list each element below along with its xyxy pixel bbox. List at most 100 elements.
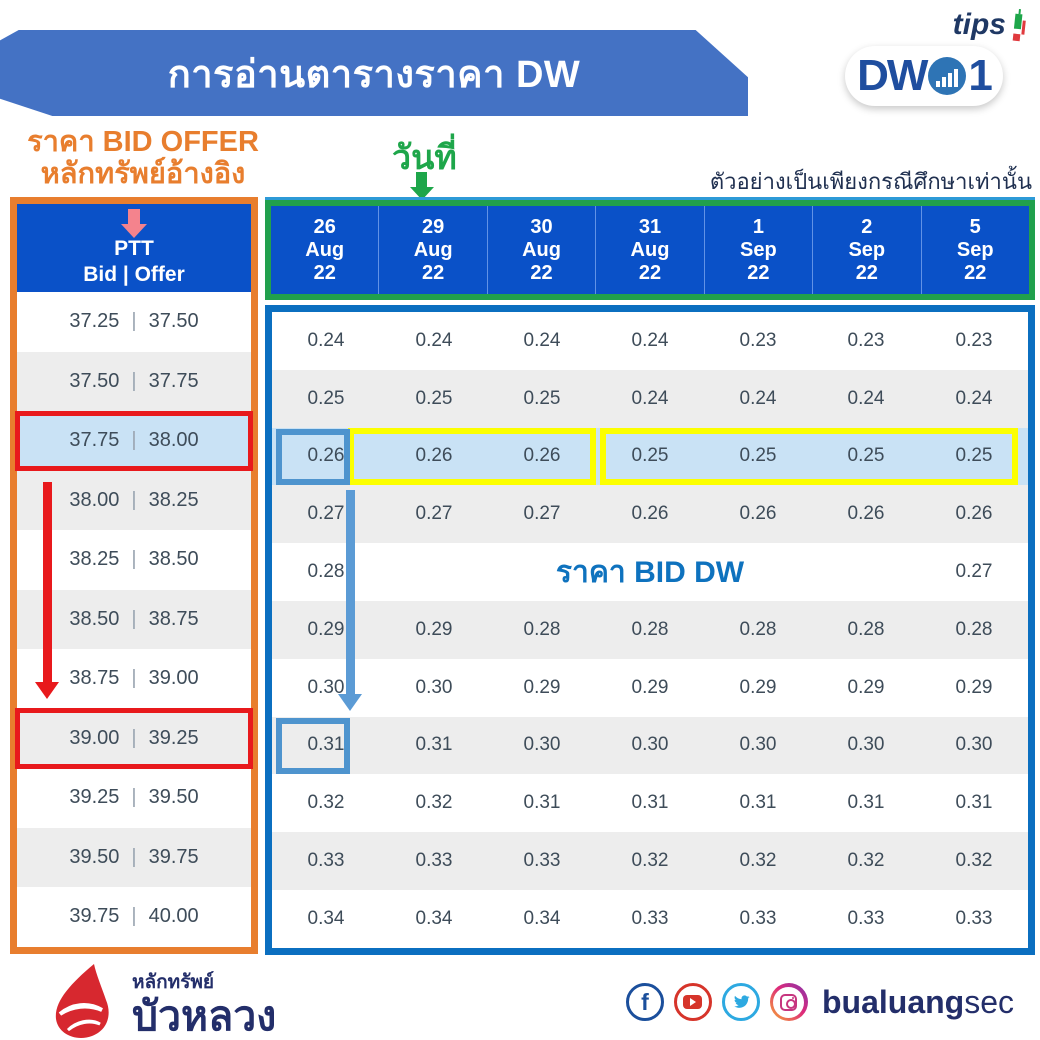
bar-chart-circle-icon [928, 57, 967, 95]
social-bar: f bualuangsec [625, 983, 1014, 1021]
offer-value: 37.75 [148, 369, 199, 392]
dw-bid-value: 0.26 [955, 503, 993, 525]
dw-bid-value: 0.24 [739, 387, 777, 409]
dw-bid-value: 0.31 [955, 792, 993, 814]
dw-price-row: 0.32 0.32 0.31 0.31 0.31 0.31 0.31 [272, 774, 1028, 832]
dw-bid-value: 0.29 [523, 676, 561, 698]
dw-price-row: 0.30 0.30 0.29 0.29 0.29 0.29 0.29 [272, 659, 1028, 717]
bid-value: 39.50 [69, 845, 120, 868]
bid-value: 38.00 [69, 488, 120, 511]
pipe-divider: | [131, 786, 137, 809]
dw-bid-value: 0.31 [307, 734, 345, 756]
dw-price-row: 0.29 0.29 0.28 0.28 0.28 0.28 0.28 [272, 600, 1028, 659]
dw-bid-value: 0.27 [415, 503, 453, 525]
dw-bid-value: 0.34 [307, 907, 345, 929]
bid-value: 37.75 [69, 429, 120, 452]
bid-value: 39.75 [69, 905, 120, 928]
bid-value: 38.50 [69, 607, 120, 630]
table-top-strip [265, 197, 1035, 202]
dw-bid-value: 0.25 [415, 387, 453, 409]
left-table-row: 39.00 | 39.25 [17, 708, 251, 768]
pipe-divider: | [131, 667, 137, 690]
dw-bid-value: 0.24 [415, 329, 453, 351]
dw-bid-value: 0.26 [631, 503, 669, 525]
left-table-row: 37.50 | 37.75 [17, 351, 251, 411]
dw-bid-value: 0.24 [955, 387, 993, 409]
dw-bid-value: 0.25 [847, 445, 885, 467]
dw-price-row: 0.34 0.34 0.34 0.33 0.33 0.33 0.33 [272, 890, 1028, 948]
dw01-logo-dw-text: DW [857, 51, 928, 100]
instagram-icon[interactable] [769, 983, 808, 1021]
pipe-divider: | [131, 488, 137, 511]
dw-bid-value: 0.24 [631, 387, 669, 409]
dw-bid-value: 0.34 [523, 907, 561, 929]
dw-bid-value: 0.31 [415, 734, 453, 756]
dw-bid-value: 0.26 [847, 503, 885, 525]
left-table-row: 37.25 | 37.50 [17, 292, 251, 352]
tips-logo-text: tips [952, 8, 1006, 41]
offer-value: 39.00 [148, 667, 199, 690]
pipe-divider: | [131, 310, 137, 333]
dw-bid-value: 0.32 [955, 850, 993, 872]
date-column-header: 2 Sep 22 [813, 206, 922, 294]
offer-value: 39.50 [148, 786, 199, 809]
youtube-icon[interactable] [673, 983, 712, 1021]
underlying-bid-offer-label: ราคา BID OFFER หลักทรัพย์อ้างอิง [24, 126, 262, 191]
dw-price-row: 0.24 0.24 0.24 0.24 0.23 0.23 0.23 [272, 312, 1028, 370]
dw-bid-value: 0.24 [523, 329, 561, 351]
underlying-price-table: PTT Bid | Offer 37.25 | 37.50 37.50 | 37.75 37… [10, 197, 258, 954]
dw-bid-value: 0.27 [955, 561, 993, 583]
date-column-header: 30 Aug 22 [488, 206, 597, 294]
pipe-divider: | [131, 607, 137, 630]
dw-price-table-body: 0.24 0.24 0.24 0.24 0.23 0.23 0.23 0.25 0.25 0.25… [265, 305, 1035, 955]
left-table-row: 38.00 | 38.25 [17, 470, 251, 530]
dw-price-row: 0.25 0.25 0.25 0.24 0.24 0.24 0.24 [272, 369, 1028, 428]
dw-bid-value: 0.32 [847, 850, 885, 872]
bualuang-logo-small-text: หลักทรัพย์ [132, 971, 215, 993]
dw-bid-value: 0.25 [523, 387, 561, 409]
offer-value: 39.25 [148, 726, 199, 749]
left-table-rows: 37.25 | 37.50 37.50 | 37.75 37.75 | 38.00 38.00 | 3… [17, 292, 251, 947]
pipe-divider: | [131, 845, 137, 868]
disclaimer-text: ตัวอย่างเป็นเพียงกรณีศึกษาเท่านั้น [709, 169, 1032, 194]
left-table-row: 38.75 | 39.00 [17, 649, 251, 709]
dw-bid-value [488, 543, 596, 601]
bid-value: 37.25 [69, 310, 120, 333]
dw-bid-value: 0.32 [631, 850, 669, 872]
dw-bid-value: 0.27 [523, 503, 561, 525]
dw-bid-value: 0.30 [631, 734, 669, 756]
pipe-divider: | [131, 726, 137, 749]
dw-bid-value: 0.26 [307, 445, 345, 467]
underlying-bid-offer-label-line1: ราคา BID OFFER [27, 126, 259, 158]
dw-bid-value [704, 543, 812, 601]
dw-bid-value: 0.28 [847, 618, 885, 640]
twitter-icon[interactable] [721, 983, 760, 1021]
pipe-divider: | [131, 548, 137, 571]
bualuang-logo: หลักทรัพย์ บัวหลวง [50, 962, 276, 1040]
dw-price-row: 0.31 0.31 0.30 0.30 0.30 0.30 0.30 [272, 716, 1028, 775]
underlying-bid-offer-heading: Bid | Offer [83, 263, 185, 287]
underlying-price-table-header: PTT Bid | Offer [17, 204, 251, 292]
date-column-header: 5 Sep 22 [956, 215, 994, 284]
left-table-row: 37.75 | 38.00 [17, 411, 251, 471]
dw-bid-value: 0.29 [955, 676, 993, 698]
pipe-divider: | [131, 429, 137, 452]
dw-bid-value: 0.23 [739, 329, 777, 351]
dw-bid-value: 0.28 [739, 618, 777, 640]
title-banner: การอ่านตารางราคา DW [0, 30, 748, 116]
dw-bid-value: 0.23 [955, 329, 993, 351]
bid-value: 37.50 [69, 369, 120, 392]
dw-bid-value: 0.29 [631, 676, 669, 698]
offer-value: 40.00 [148, 905, 199, 928]
bid-value: 39.25 [69, 786, 120, 809]
facebook-icon[interactable]: f [625, 983, 664, 1021]
dw-price-row: 0.26 0.26 0.26 0.25 0.25 0.25 0.25 [272, 427, 1028, 486]
dw-price-row: 0.27 0.27 0.27 0.26 0.26 0.26 0.26 [272, 485, 1028, 544]
pipe-divider: | [131, 369, 137, 392]
dw-bid-value: 0.31 [631, 792, 669, 814]
tips-logo: tips [953, 8, 1026, 46]
dw-bid-value: 0.33 [847, 907, 885, 929]
dw-bid-value: 0.25 [307, 387, 345, 409]
bualuang-logo-large-text: บัวหลวง [132, 992, 277, 1039]
